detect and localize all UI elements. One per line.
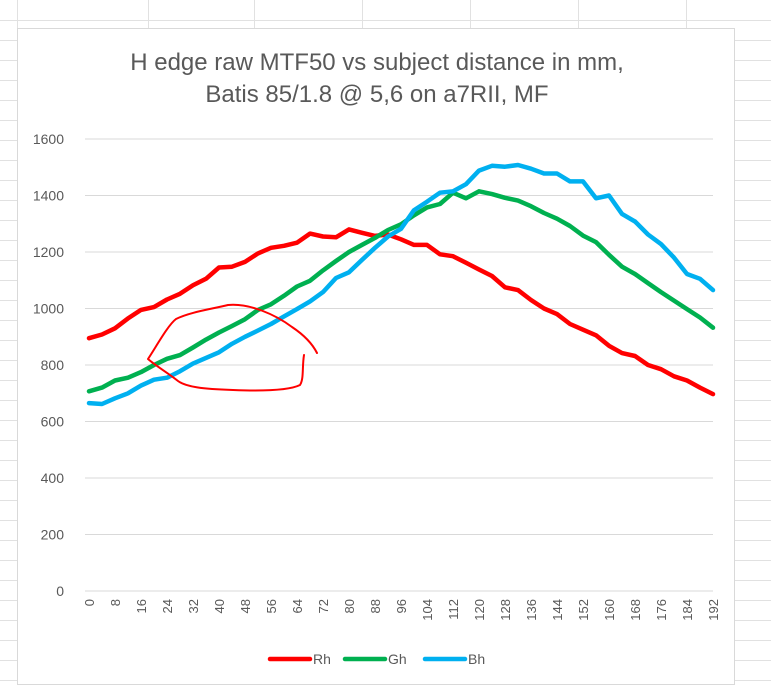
hand-drawn-annotation-loop — [147, 303, 318, 392]
x-tick-label: 32 — [186, 599, 201, 613]
x-tick-label: 184 — [680, 599, 695, 621]
x-tick-label: 192 — [706, 599, 721, 621]
x-tick-label: 96 — [394, 599, 409, 613]
x-tick-label: 56 — [264, 599, 279, 613]
y-tick-label: 400 — [41, 470, 65, 486]
legend-label-bh: Bh — [468, 651, 485, 667]
chart-area[interactable]: H edge raw MTF50 vs subject distance in … — [17, 28, 735, 685]
x-tick-label: 72 — [316, 599, 331, 613]
x-tick-label: 16 — [134, 599, 149, 613]
y-tick-label: 1000 — [33, 301, 64, 317]
x-tick-label: 40 — [212, 599, 227, 613]
x-tick-label: 48 — [238, 599, 253, 613]
x-tick-label: 0 — [82, 599, 97, 606]
y-tick-label: 1600 — [33, 131, 64, 147]
y-tick-label: 0 — [56, 583, 64, 599]
series-line-bh[interactable] — [86, 162, 716, 407]
y-tick-label: 1400 — [33, 188, 64, 204]
legend-label-gh: Gh — [388, 651, 407, 667]
x-tick-label: 176 — [654, 599, 669, 621]
x-tick-label: 80 — [342, 599, 357, 613]
legend-label-rh: Rh — [313, 651, 331, 667]
y-tick-label: 800 — [41, 357, 65, 373]
plot-area[interactable]: 0 200 400 600 800 1000 1200 1400 1600 0 8 16 24 32 40 4… — [18, 29, 736, 686]
x-tick-label: 8 — [108, 599, 123, 606]
chart-title-line-1: H edge raw MTF50 vs subject distance in … — [130, 49, 624, 76]
y-tick-label: 600 — [41, 414, 65, 430]
x-tick-label: 168 — [628, 599, 643, 621]
y-tick-label: 1200 — [33, 244, 64, 260]
x-tick-label: 128 — [498, 599, 513, 621]
chart-title-line-2: Batis 85/1.8 @ 5,6 on a7RII, MF — [205, 81, 549, 108]
chart-title[interactable]: H edge raw MTF50 vs subject distance in … — [18, 47, 736, 111]
series-line-rh[interactable] — [86, 227, 716, 397]
x-tick-label: 160 — [602, 599, 617, 621]
x-tick-label: 120 — [472, 599, 487, 621]
x-tick-label: 24 — [160, 599, 175, 613]
x-tick-label: 88 — [368, 599, 383, 613]
x-tick-label: 64 — [290, 599, 305, 613]
x-tick-label: 136 — [524, 599, 539, 621]
x-tick-label: 104 — [420, 599, 435, 621]
x-tick-label: 152 — [576, 599, 591, 621]
x-tick-label: 144 — [550, 599, 565, 621]
y-tick-label: 200 — [41, 527, 65, 543]
series-line-gh[interactable] — [86, 189, 716, 394]
x-tick-label: 112 — [446, 599, 461, 620]
